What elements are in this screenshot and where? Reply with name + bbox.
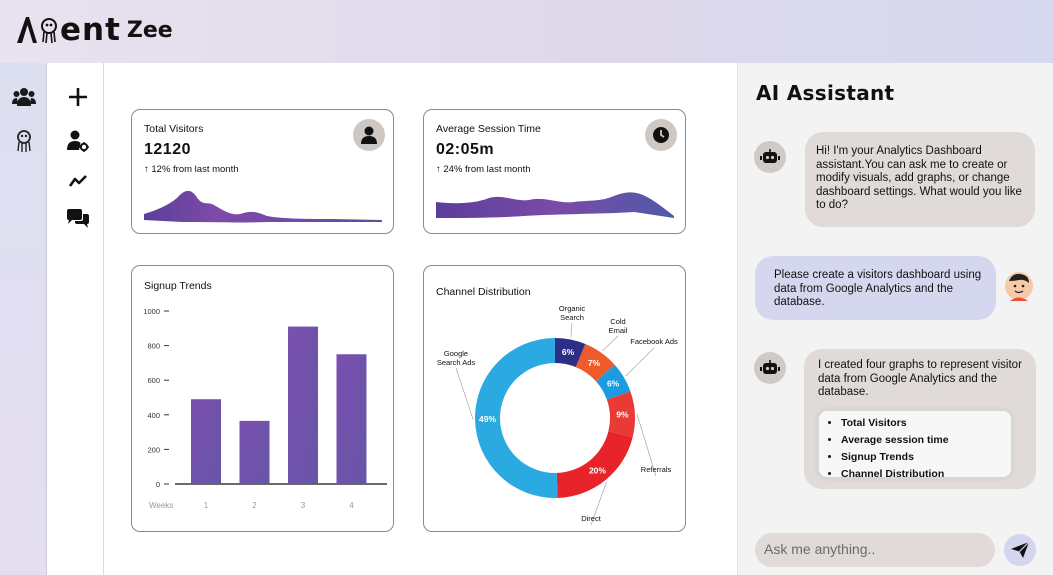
leader-line [625, 347, 655, 377]
card-title: Channel Distribution [436, 286, 531, 298]
list-item: Total Visitors [841, 415, 1007, 432]
user-settings-icon[interactable] [66, 129, 90, 153]
signup-bar-chart: 1000 800 600 400 200 0 1 2 3 4 Weeks [143, 307, 387, 510]
visitors-sparkline [144, 190, 382, 223]
channel-donut-chart: 6% Organic Search 7% Cold Email 6% Facebook Ads… [437, 304, 678, 526]
session-time-delta: ↑ 24% from last month [436, 164, 531, 175]
slice-value-label: 9% [616, 410, 629, 420]
channel-distribution-card[interactable]: Channel Distribution 6% Organic Search 7% Co… [423, 265, 686, 532]
bar[interactable] [191, 399, 221, 484]
slice-value-label: 20% [589, 465, 606, 475]
bar[interactable] [239, 420, 270, 484]
assistant-title: AI Assistant [756, 81, 895, 105]
send-icon [1011, 541, 1030, 558]
total-visitors-value: 12120 [144, 141, 191, 158]
tool-column [48, 63, 104, 575]
total-visitors-delta: ↑ 12% from last month [144, 164, 239, 175]
agent-icon[interactable] [12, 129, 36, 153]
signup-trends-card[interactable]: Signup Trends 1000 800 600 400 200 0 1 2 3 4 Weeks [131, 265, 394, 532]
donut-slice[interactable] [606, 391, 635, 438]
brand-name-sub: Zee [126, 17, 173, 43]
donut-slice[interactable] [555, 338, 586, 368]
leader-line [602, 335, 619, 352]
plus-icon[interactable] [66, 85, 90, 109]
logo-a-icon [17, 17, 37, 43]
assistant-panel: AI Assistant Hi! I'm your Analytics Dash… [737, 63, 1053, 575]
bar[interactable] [288, 326, 318, 484]
y-tick-label: 800 [147, 342, 160, 351]
leader-line [570, 322, 573, 338]
logo-mascot-icon [41, 18, 57, 44]
x-tick-label: 2 [252, 501, 257, 510]
slice-name-label: Direct [581, 514, 602, 523]
slice-name-label: Facebook Ads [630, 337, 678, 346]
slice-name-label: Organic Search [559, 304, 586, 322]
robot-icon [754, 141, 786, 173]
x-tick-label: 3 [301, 501, 306, 510]
y-tick-label: 1000 [143, 307, 160, 316]
x-tick-label: 1 [204, 501, 209, 510]
clock-icon [645, 119, 677, 151]
session-time-value: 02:05m [436, 141, 495, 158]
slice-value-label: 6% [562, 347, 575, 357]
slice-name-label: Google Search Ads [437, 349, 476, 367]
donut-slice[interactable] [556, 431, 633, 498]
chat-input[interactable]: Ask me anything.. [755, 533, 995, 567]
slice-value-label: 7% [588, 358, 601, 368]
y-tick-label: 200 [147, 445, 160, 454]
user-avatar [1003, 270, 1035, 302]
slice-value-label: 6% [607, 379, 620, 389]
x-tick-label: 4 [349, 501, 354, 510]
chat-icon[interactable] [66, 207, 90, 231]
robot-icon [754, 352, 786, 384]
list-item: Signup Trends [841, 449, 1007, 466]
list-item: Channel Distribution [841, 466, 1007, 483]
y-tick-label: 600 [147, 376, 160, 385]
brand-name-main: ent [60, 12, 121, 48]
send-button[interactable] [1004, 534, 1036, 566]
assistant-message: Hi! I'm your Analytics Dashboard assista… [805, 132, 1035, 227]
bar[interactable] [336, 354, 367, 484]
session-time-card[interactable]: Average Session Time 02:05m ↑ 24% from l… [423, 109, 686, 234]
users-icon[interactable] [12, 85, 36, 109]
total-visitors-card[interactable]: Total Visitors 12120 ↑ 12% from last mon… [131, 109, 394, 234]
leader-line [590, 481, 607, 526]
brand-logo[interactable]: ent Zee [16, 10, 173, 50]
assistant-message-text: I created four graphs to represent visit… [818, 359, 1022, 398]
trend-icon[interactable] [66, 169, 90, 193]
top-bar: ent Zee [0, 0, 1053, 63]
slice-name-label: Cold Email [609, 317, 628, 335]
list-item: Average session time [841, 432, 1007, 449]
x-axis-label: Weeks [149, 501, 173, 510]
y-tick-label: 0 [156, 480, 160, 489]
card-title: Average Session Time [436, 123, 541, 135]
slice-value-label: 49% [479, 414, 496, 424]
donut-slice[interactable] [474, 338, 558, 498]
donut-slice[interactable] [596, 364, 631, 400]
card-title: Total Visitors [144, 123, 204, 135]
y-tick-label: 400 [147, 411, 160, 420]
leader-line [455, 367, 474, 420]
graph-list: Total Visitors Average session time Sign… [815, 407, 1015, 481]
session-sparkline [436, 192, 674, 218]
user-message: Please create a visitors dashboard using… [755, 256, 996, 320]
slice-name-label: Referrals [641, 465, 672, 474]
leader-line [636, 413, 657, 477]
donut-slice[interactable] [575, 343, 615, 382]
left-rail [0, 63, 47, 575]
card-title: Signup Trends [144, 280, 212, 292]
user-icon [353, 119, 385, 151]
